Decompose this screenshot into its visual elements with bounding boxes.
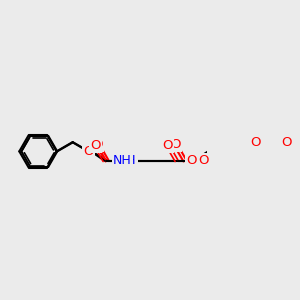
Text: NH: NH [113,154,132,167]
Text: O: O [281,136,292,148]
Text: O: O [187,154,197,167]
Text: O: O [83,145,94,158]
Text: O: O [198,154,208,167]
Text: NH: NH [117,154,137,167]
Text: O: O [90,139,101,152]
Text: O: O [250,136,260,148]
Text: O: O [162,139,173,152]
Text: O: O [92,138,103,151]
Text: O: O [83,145,94,158]
Text: O: O [170,138,181,151]
